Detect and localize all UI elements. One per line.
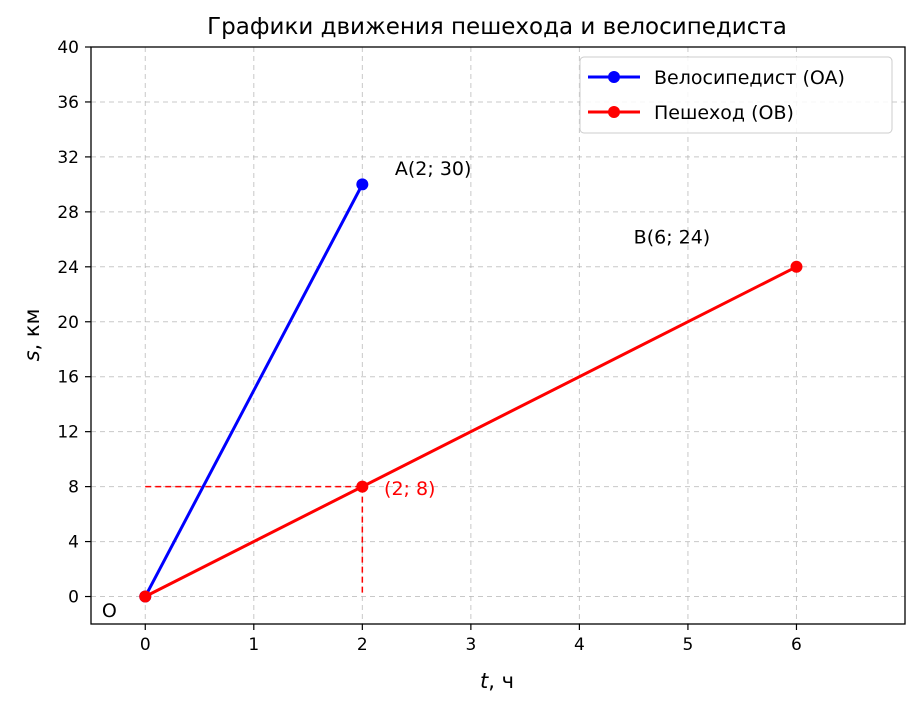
x-axis-variable: t — [480, 669, 489, 693]
y-tick-label: 32 — [57, 148, 79, 168]
series-lines — [139, 178, 803, 603]
x-tick-label: 2 — [357, 635, 368, 655]
y-tick-label: 28 — [57, 203, 79, 223]
y-axis-unit: , км — [20, 309, 44, 351]
y-tick-label: 16 — [57, 368, 79, 388]
annotation-label: (2; 8) — [384, 478, 435, 500]
x-tick-label: 1 — [248, 635, 259, 655]
x-tick-label: 3 — [465, 635, 476, 655]
x-tick-label: 4 — [574, 635, 585, 655]
grid — [91, 46, 905, 624]
y-tick-label: 24 — [57, 258, 79, 278]
y-tick-label: 4 — [68, 533, 79, 553]
annotation-label: B(6; 24) — [634, 226, 711, 248]
x-tick-label: 5 — [683, 635, 694, 655]
legend-label-cyclist: Велосипедист (OA) — [654, 67, 845, 89]
y-tick-label: 8 — [68, 478, 79, 498]
series-point-pedestrian — [139, 590, 152, 603]
chart-title: Графики движения пешехода и велосипедист… — [207, 14, 787, 40]
x-axis-unit: , ч — [488, 669, 514, 693]
y-tick-label: 40 — [57, 38, 79, 58]
legend-marker-pedestrian — [608, 106, 620, 118]
guide-lines — [145, 485, 364, 597]
plot-frame — [90, 46, 906, 625]
legend-marker-cyclist — [608, 71, 620, 83]
x-tick-label: 0 — [140, 635, 151, 655]
y-tick-label: 12 — [57, 423, 79, 443]
annotation-label: A(2; 30) — [395, 158, 472, 180]
guide-point-marker — [356, 480, 369, 493]
annotation-label: O — [102, 600, 117, 622]
x-axis-label: t, ч — [480, 669, 514, 693]
legend: Велосипедист (OA) Пешеход (OB) — [579, 56, 893, 134]
x-tick-label: 6 — [791, 635, 802, 655]
annotations: A(2; 30) B(6; 24) (2; 8) O — [102, 158, 710, 622]
legend-label-pedestrian: Пешеход (OB) — [654, 102, 794, 124]
y-axis-label: s, км — [20, 309, 44, 362]
series-point-pedestrian — [790, 260, 803, 273]
y-tick-label: 20 — [57, 313, 79, 333]
series-line-pedestrian — [144, 265, 798, 598]
series-point-cyclist — [356, 178, 369, 191]
series-line-cyclist — [143, 183, 364, 598]
y-tick-label: 36 — [57, 93, 79, 113]
y-axis-variable: s — [20, 350, 44, 361]
legend-box — [579, 56, 893, 134]
y-tick-label: 0 — [68, 588, 79, 608]
